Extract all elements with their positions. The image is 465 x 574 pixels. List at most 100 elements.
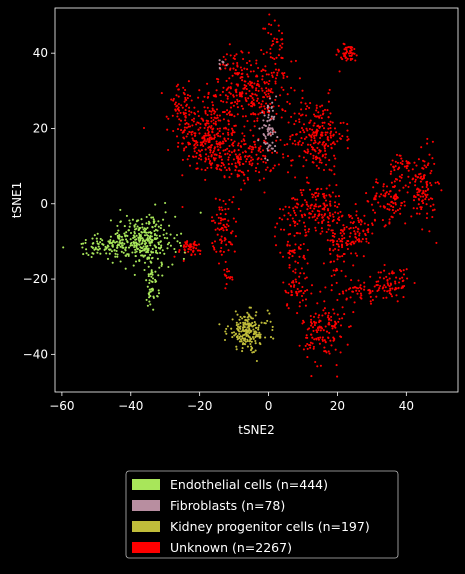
data-point	[388, 272, 391, 275]
data-point	[280, 116, 283, 119]
data-point	[259, 333, 262, 336]
data-point	[414, 184, 417, 187]
data-point	[317, 115, 320, 118]
data-point	[267, 109, 270, 112]
data-point	[233, 124, 236, 127]
data-point	[238, 163, 241, 166]
data-point	[249, 145, 252, 148]
data-point	[243, 326, 246, 329]
data-point	[377, 271, 380, 274]
data-point	[376, 284, 379, 287]
data-point	[292, 285, 296, 288]
data-point	[282, 74, 285, 77]
data-point	[252, 134, 255, 137]
data-point	[343, 226, 346, 230]
data-point	[338, 293, 341, 296]
data-point	[324, 205, 327, 208]
data-point	[233, 149, 236, 152]
data-point	[304, 298, 308, 301]
data-point	[342, 253, 345, 256]
data-point	[365, 192, 368, 195]
data-point	[217, 134, 220, 137]
data-point	[358, 234, 361, 237]
data-point	[178, 250, 181, 253]
data-point	[223, 225, 227, 228]
data-point	[288, 206, 291, 209]
data-point	[327, 122, 330, 125]
data-point	[394, 194, 397, 197]
data-point	[327, 318, 331, 321]
data-point	[286, 143, 289, 146]
data-point	[228, 241, 231, 244]
data-point	[309, 344, 312, 347]
data-point	[190, 111, 193, 114]
data-point	[327, 228, 330, 231]
data-point	[140, 218, 143, 221]
data-point	[337, 243, 340, 246]
data-point	[262, 160, 265, 163]
data-point	[270, 71, 273, 74]
data-point	[246, 326, 249, 329]
data-point	[232, 104, 235, 107]
data-point	[224, 330, 227, 333]
data-point	[359, 292, 362, 295]
data-point	[84, 238, 87, 242]
data-point	[247, 318, 250, 321]
data-point	[418, 189, 421, 192]
data-point	[321, 338, 324, 341]
data-point	[312, 113, 316, 116]
data-point	[405, 167, 408, 170]
data-point	[225, 283, 228, 286]
data-point	[245, 92, 248, 95]
data-point	[380, 193, 383, 196]
data-point	[157, 246, 160, 249]
data-point	[176, 145, 180, 148]
data-point	[254, 342, 257, 345]
data-point	[151, 247, 154, 250]
data-point	[136, 247, 139, 250]
data-point	[151, 273, 154, 276]
data-point	[386, 282, 389, 285]
data-point	[217, 222, 220, 225]
data-point	[389, 282, 392, 285]
data-point	[127, 253, 130, 256]
data-point	[333, 232, 336, 235]
data-point	[304, 344, 307, 347]
data-point	[250, 95, 253, 98]
data-point	[233, 57, 236, 61]
data-point	[254, 314, 257, 317]
data-point	[184, 119, 187, 122]
data-point	[297, 141, 300, 144]
data-point	[433, 208, 436, 211]
data-point	[298, 282, 301, 285]
data-point	[145, 279, 148, 282]
data-point	[212, 156, 215, 160]
data-point	[331, 327, 334, 330]
data-point	[155, 249, 158, 252]
data-point	[258, 106, 261, 109]
data-point	[387, 283, 390, 286]
data-point	[310, 284, 314, 287]
data-point	[280, 86, 283, 89]
data-point	[224, 67, 227, 70]
data-point	[151, 277, 155, 280]
data-point	[234, 89, 237, 92]
data-point	[371, 290, 374, 293]
data-point	[313, 204, 316, 208]
data-point	[327, 92, 330, 95]
data-point	[309, 119, 312, 122]
data-point	[220, 158, 223, 161]
data-point	[184, 242, 187, 245]
data-point	[266, 147, 269, 150]
data-point	[211, 162, 214, 165]
data-point	[299, 209, 302, 212]
data-point	[134, 241, 137, 244]
data-point	[271, 101, 274, 104]
data-point	[312, 345, 315, 348]
data-point	[211, 107, 214, 110]
data-point	[418, 212, 421, 215]
data-point	[218, 67, 221, 70]
data-point	[250, 151, 253, 154]
data-point	[363, 214, 366, 217]
data-point	[312, 154, 315, 157]
